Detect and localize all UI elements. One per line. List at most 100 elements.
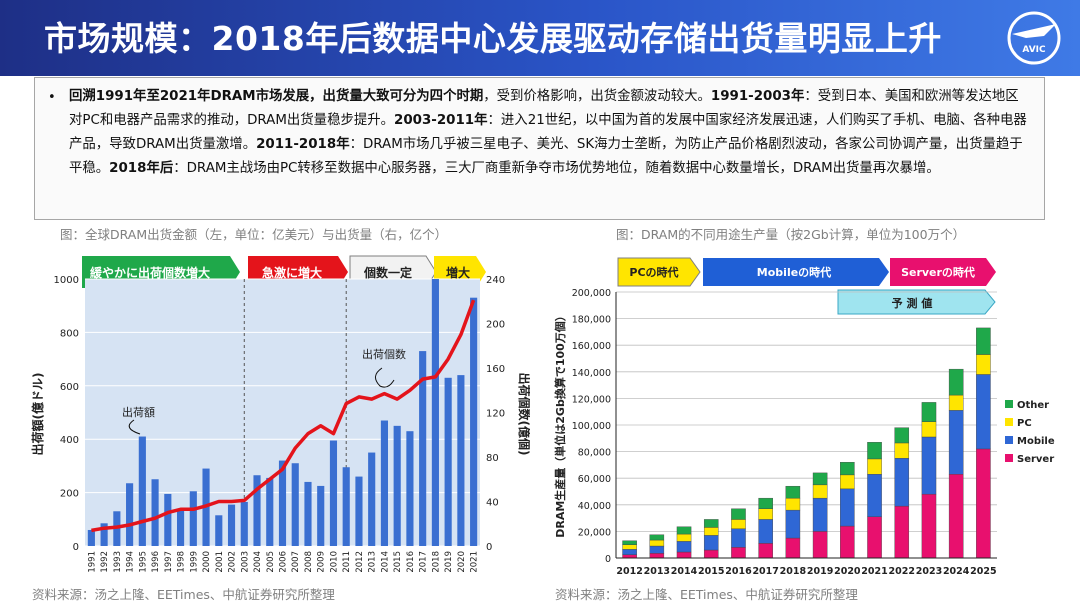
segment-server (731, 547, 746, 559)
amount-bar (329, 440, 338, 546)
segment-pc (758, 508, 773, 520)
segment-other (948, 368, 964, 396)
segment-other (649, 534, 665, 541)
phase-label-2: 急激に増大 (262, 265, 322, 280)
right-chart-caption: 图：DRAM的不同用途生产量（按2Gb计算，单位为100万个） (616, 227, 966, 242)
right-x-tick: 2023 (916, 566, 942, 577)
era-arrow-pc (617, 257, 701, 287)
segment-other (676, 526, 692, 535)
segment-pc (840, 474, 855, 490)
segment-server (649, 553, 665, 559)
left-chart: 緩やかに出荷個数増大 急激に増大 個数一定 増大 0 200 400 600 800 10… (30, 244, 532, 578)
left-x-tick: 2000 (202, 551, 212, 573)
title-banner: 市场规模：2018年后数据中心发展驱动存储出货量明显上升 AVIC (0, 0, 1080, 76)
left-x-tick: 2007 (291, 551, 301, 573)
segment-other (867, 442, 882, 460)
legend-label-server: Server (1017, 454, 1054, 465)
left-y-tick: 400 (60, 435, 79, 446)
left-x-tick: 1992 (100, 551, 110, 573)
segment-pc (785, 497, 801, 511)
amount-bar (368, 452, 376, 546)
segment-server (867, 516, 882, 559)
right-x-tick: 2017 (752, 566, 778, 577)
amount-bar (457, 375, 465, 546)
legend-label-pc: PC (1017, 418, 1032, 429)
left-x-tick: 2004 (253, 551, 263, 573)
segment-server (976, 448, 991, 559)
segment-other (785, 485, 801, 499)
legend-swatch-other (1005, 400, 1013, 408)
segment-server (785, 537, 801, 559)
amount-bar (100, 523, 108, 546)
segment-other (921, 402, 937, 422)
amount-bar (317, 485, 325, 546)
amount-bar (87, 529, 95, 546)
left-annotations: 出荷額 出荷個数 (122, 347, 406, 435)
right-legend: Other PC Mobile Server (1005, 400, 1055, 465)
left-x-tick: 2006 (279, 551, 289, 573)
right-chart-svg: PCの時代 Mobileの時代 Serverの時代 予 測 値 0 20,000 4… (553, 257, 1055, 577)
left-x-tick: 1997 (164, 551, 174, 573)
left-axis-titles: 出荷額(億ドル) 出荷個数(億個) (30, 373, 532, 456)
left-x-tick: 2009 (317, 551, 327, 573)
legend-swatch-server (1005, 454, 1013, 462)
bullet: • (48, 90, 56, 105)
annotation-count-arrow (375, 367, 395, 388)
segment-pc (812, 484, 828, 499)
segment-mobile (731, 528, 746, 548)
left-y2-tick: 160 (486, 364, 505, 375)
left-x-tick: 2002 (228, 551, 238, 573)
left-x-tick: 2019 (444, 551, 454, 573)
segment-server (758, 543, 773, 559)
amount-bar (266, 477, 274, 546)
period-2-label: 2003-2011年 (394, 113, 488, 128)
annotation-amount-arrow (128, 419, 141, 435)
right-x-tick: 2019 (807, 566, 833, 577)
segment-server (703, 549, 719, 559)
amount-bar (240, 501, 248, 546)
amount-bar (380, 420, 389, 546)
period-4-label: 2018年后 (109, 161, 174, 176)
right-y-tick: 120,000 (572, 394, 611, 405)
segment-mobile (948, 410, 964, 475)
left-chart-svg: 緩やかに出荷個数増大 急激に増大 個数一定 増大 020040060080010… (30, 255, 532, 573)
segment-server (840, 525, 855, 559)
shipment-count-line (91, 299, 476, 533)
right-x-tick: 2024 (943, 566, 970, 577)
amount-bar (227, 504, 236, 546)
amount-bar (291, 463, 299, 546)
right-x-tick: 2022 (889, 566, 915, 577)
left-x-tick: 2016 (406, 551, 416, 573)
amount-bar (431, 279, 439, 546)
avic-logo-icon: AVIC (1007, 11, 1061, 65)
segment-other (731, 508, 746, 520)
phase-label-4: 増大 (446, 265, 470, 280)
segment-pc (649, 539, 665, 547)
amount-bar (470, 297, 478, 546)
period-3-label: 2011-2018年 (256, 137, 350, 152)
left-x-tick: 1995 (138, 551, 148, 573)
era-label-server: Serverの時代 (901, 265, 975, 279)
period-4-text: ：DRAM主战场由PC转移至数据中心服务器，三大厂商重新争夺市场优势地位，随着数… (173, 161, 940, 176)
segment-mobile (894, 458, 910, 507)
segment-pc (731, 519, 746, 529)
left-y-tick: 200 (60, 489, 79, 500)
right-y-tick: 60,000 (578, 474, 611, 485)
left-x-tick: 2003 (240, 551, 250, 573)
legend-swatch-pc (1005, 418, 1013, 426)
left-x-tick: 2020 (457, 551, 467, 573)
right-x-tick: 2021 (861, 566, 887, 577)
period-1-label: 1991-2003年 (710, 89, 805, 104)
phase-label-3: 個数一定 (363, 265, 412, 280)
left-x-tick: 2011 (342, 551, 352, 573)
right-y-tick: 20,000 (578, 527, 611, 538)
right-phase-arrows: PCの時代 Mobileの時代 Serverの時代 予 測 値 (617, 257, 996, 315)
amount-bar (215, 515, 223, 546)
segment-other (976, 327, 991, 355)
era-arrow-mobile (703, 258, 889, 286)
right-x-tick: 2020 (834, 566, 861, 577)
segment-pc (622, 544, 637, 550)
segment-pc (703, 527, 719, 536)
intro-lead-text: ，受到价格影响，出货金额波动较大。 (483, 89, 711, 104)
left-x-tick: 2001 (215, 551, 225, 573)
